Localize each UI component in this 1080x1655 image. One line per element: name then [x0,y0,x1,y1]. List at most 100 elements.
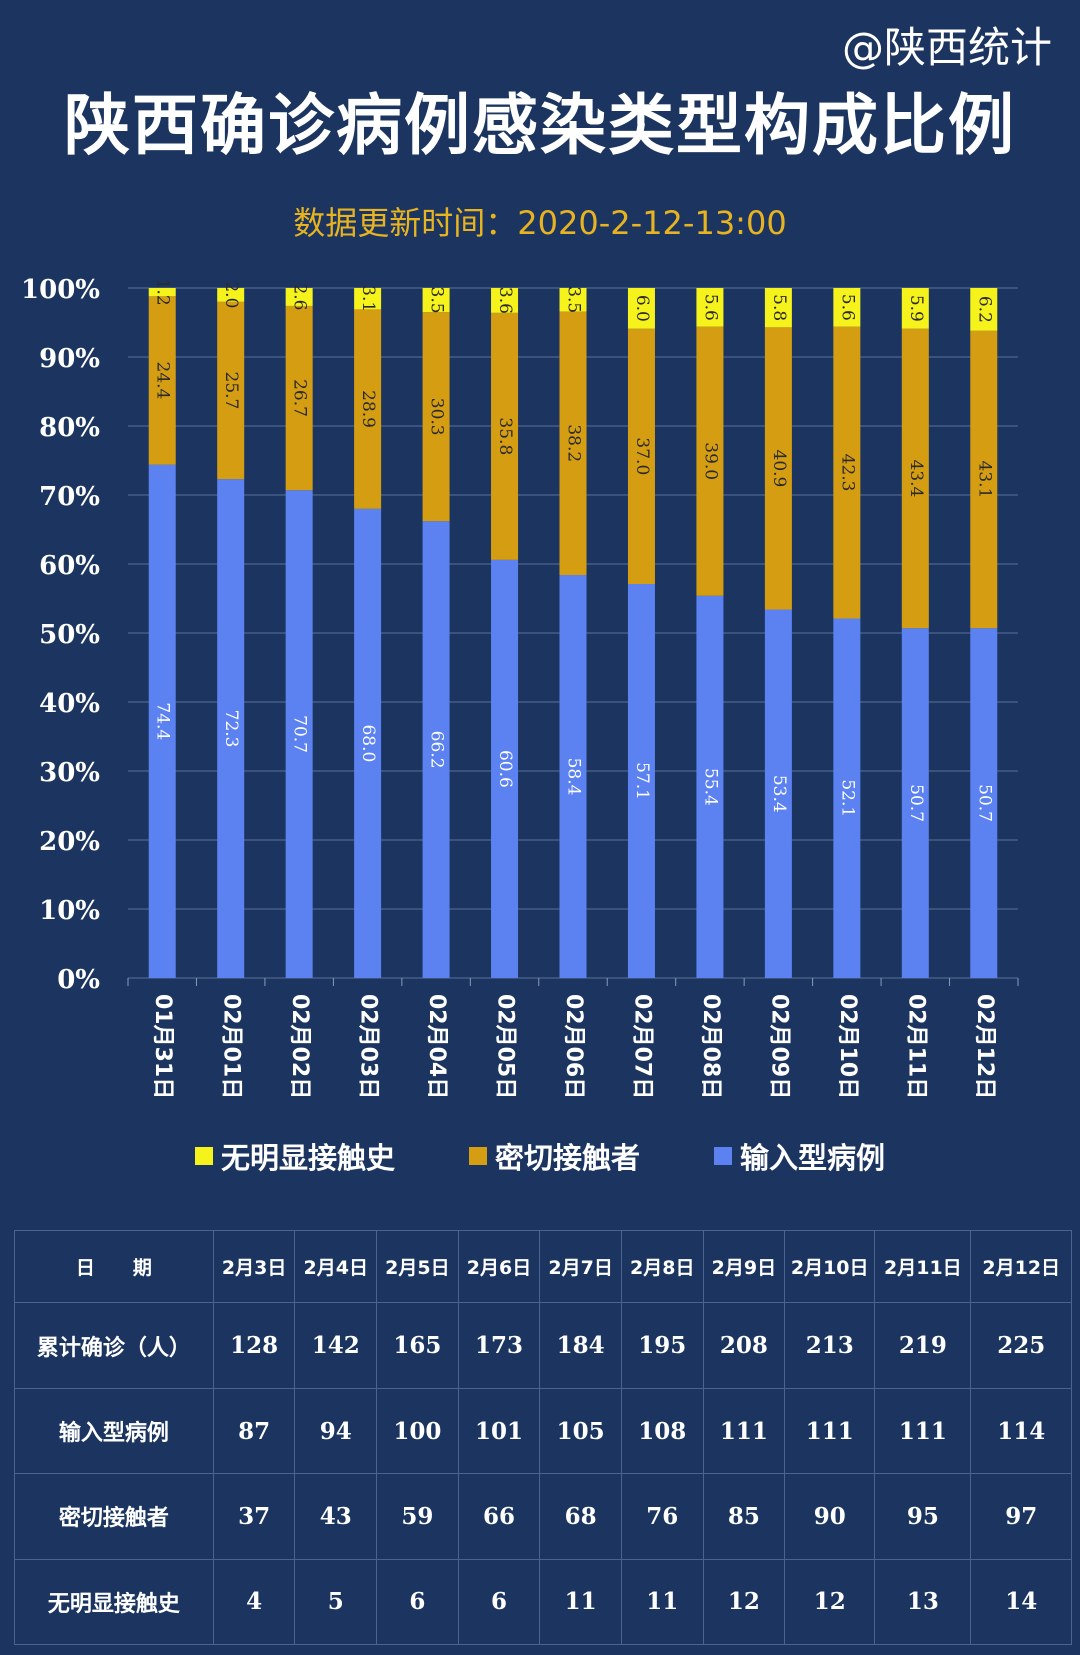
chart-legend: 无明显接触史 密切接触者 输入型病例 [0,1135,1080,1177]
bar-value-label: 66.2 [427,731,447,769]
table-cell: 6 [457,1558,541,1646]
table-cell: 11 [539,1558,622,1646]
table-cell: 37 [212,1473,296,1560]
bar-value-label: 3.1 [358,285,378,312]
bar-value-label: 2.6 [290,283,310,310]
x-category-label: 02月05日 [493,994,518,1099]
legend-item: 密切接触者 [468,1135,640,1177]
table-header-cell: 2月4日 [294,1229,378,1304]
y-tick-label: 60% [39,551,100,581]
x-category-label: 02月12日 [972,994,997,1099]
bar-segment [970,288,998,331]
legend-swatch [714,1147,732,1165]
x-category-label: 02月07日 [629,994,654,1099]
bar-segment [217,301,245,480]
table-row: 输入型病例 87 94 100 101 105 108 111 111 111 114 [14,1387,1072,1475]
x-category-label: 02月04日 [424,994,449,1099]
table-cell: 12 [702,1558,786,1646]
bar-value-label: 1.2 [153,279,173,306]
table-row-label: 密切接触者 [14,1473,214,1560]
bar-value-label: 5.6 [837,294,857,321]
x-category-label: 02月01日 [219,994,244,1099]
table-cell: 111 [874,1387,972,1475]
table-cell: 76 [620,1473,704,1560]
y-tick-label: 20% [39,827,100,857]
bar-segment [696,595,724,978]
bar-segment [422,312,450,522]
table-cell: 108 [620,1387,704,1475]
bar-value-label: 52.1 [837,779,857,817]
x-category-label: 02月09日 [766,994,791,1099]
bar-value-label: 6.0 [632,295,652,322]
bar-value-label: 28.9 [358,390,378,428]
table-cell: 43 [294,1473,378,1560]
case-data-table: 日 期 2月3日 2月4日 2月5日 2月6日 2月7日 2月8日 2月9日 2月10日 2月11… [14,1229,1072,1646]
bar-segment [285,490,313,978]
bar-segment [148,464,176,978]
table-cell: 105 [539,1387,622,1475]
table-row: 密切接触者 37 43 59 66 68 76 85 90 95 97 [14,1473,1072,1560]
x-category-label: 02月11日 [903,994,928,1099]
legend-swatch [194,1147,213,1165]
brand-handle: @陕西统计 [841,23,1052,72]
bar-segment [901,288,929,329]
bar-value-label: 74.4 [153,702,173,740]
bar-value-label: 25.7 [221,372,241,410]
table-cell: 128 [212,1302,296,1389]
y-tick-label: 50% [39,620,100,650]
bar-segment [901,328,929,629]
bar-value-label: 30.3 [427,398,447,436]
bar-segment [764,327,792,610]
table-header-cell: 2月7日 [539,1229,622,1304]
legend-item: 无明显接触史 [194,1135,395,1177]
bar-value-label: 5.8 [769,294,789,321]
page-title: 陕西确诊病例感染类型构成比例 [64,87,1016,164]
bar-segment [764,609,792,978]
y-tick-label: 100% [21,275,100,305]
update-time: 数据更新时间：2020-2-12-13:00 [293,204,787,242]
bar-value-label: 50.7 [974,784,994,822]
bar-value-label: 68.0 [358,724,378,762]
table-cell: 114 [970,1387,1072,1475]
table-cell: 94 [294,1387,378,1475]
bar-segment [354,508,382,978]
table-cell: 4 [212,1558,296,1646]
table-row-label: 累计确诊（人） [14,1302,214,1389]
table-header-cell: 2月12日 [970,1229,1072,1304]
bar-segment [970,330,998,629]
bar-segment [422,288,450,313]
x-category-label: 01月31日 [150,994,175,1099]
table-cell: 195 [620,1302,704,1389]
table-cell: 14 [970,1558,1072,1646]
bar-segment [833,326,861,619]
y-tick-label: 30% [39,758,100,788]
bar-segment [559,288,587,312]
table-cell: 90 [784,1473,876,1560]
table-row: 无明显接触史 4 5 6 6 11 11 12 12 13 14 [14,1558,1072,1646]
table-cell: 95 [874,1473,972,1560]
x-category-label: 02月08日 [698,994,723,1099]
bar-segment [833,288,861,327]
bar-value-label: 57.1 [632,762,652,800]
bar-segment [354,288,382,310]
legend-swatch [468,1147,487,1165]
bar-segment [627,288,655,329]
bar-value-label: 39.0 [700,442,720,480]
table-cell: 59 [376,1473,459,1560]
bar-value-label: 38.2 [564,424,584,462]
bar-value-label: 37.0 [632,437,652,475]
bar-value-label: 3.5 [564,286,584,313]
table-cell: 165 [376,1302,459,1389]
table-cell: 173 [457,1302,541,1389]
x-category-label: 02月06日 [561,994,586,1099]
x-category-label: 02月03日 [356,994,381,1099]
bar-value-label: 2.0 [221,281,241,308]
bar-segment [354,309,382,509]
table-cell: 97 [970,1473,1072,1560]
bar-value-label: 43.4 [906,460,926,498]
table-header-cell: 2月6日 [457,1229,541,1304]
bar-segment [901,628,929,978]
legend-label: 输入型病例 [740,1141,886,1175]
table-cell: 111 [702,1387,786,1475]
table-cell: 5 [294,1558,378,1646]
